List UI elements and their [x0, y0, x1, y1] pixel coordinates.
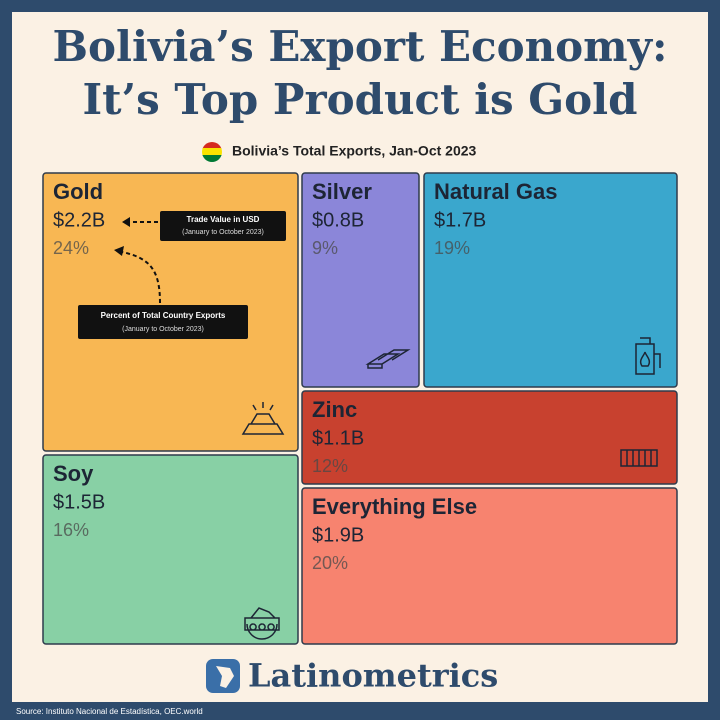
tile-value: $1.9B [312, 524, 364, 546]
tile-name: Silver [312, 179, 372, 204]
source: Source: Instituto Nacional de Estadístic… [16, 707, 203, 716]
tile-name: Soy [53, 461, 94, 486]
brand-logo [206, 659, 240, 693]
tile-value: $2.2B [53, 209, 105, 231]
tile-percent: 19% [434, 238, 470, 258]
subtitle: Bolivia’s Total Exports, Jan-Oct 2023 [232, 143, 477, 159]
tile-percent: 20% [312, 553, 348, 573]
tile-value: $1.7B [434, 209, 486, 231]
annotation-1: Trade Value in USD (January to October 2… [122, 211, 286, 241]
tile-percent: 12% [312, 456, 348, 476]
tile-percent: 9% [312, 238, 338, 258]
tile [423, 172, 678, 388]
tile-percent: 24% [53, 238, 89, 258]
title-line: Bolivia’s Export Economy: [53, 22, 668, 71]
annotation-note: (January to October 2023) [122, 326, 204, 333]
tile-value: $1.1B [312, 427, 364, 449]
annotation-note: (January to October 2023) [182, 229, 264, 236]
tile-value: $0.8B [312, 209, 364, 231]
tile-value: $1.5B [53, 491, 105, 513]
icon [241, 402, 285, 435]
annotation-2: Percent of Total Country Exports (Januar… [78, 246, 248, 339]
tile [301, 390, 678, 485]
tile [301, 172, 420, 388]
flag [202, 142, 222, 162]
icon [244, 607, 280, 640]
tile-name: Gold [53, 179, 103, 204]
tile-name: Zinc [312, 397, 357, 422]
tile-percent: 16% [53, 520, 89, 540]
annotation-title: Trade Value in USD [187, 215, 260, 224]
tile [42, 454, 299, 645]
tile [301, 487, 678, 645]
icon [620, 449, 658, 467]
title-line: It’s Top Product is Gold [82, 75, 637, 124]
tile-name: Everything Else [312, 494, 477, 519]
icon [365, 349, 411, 369]
icon [635, 337, 661, 375]
annotation-title: Percent of Total Country Exports [101, 311, 226, 320]
tile-name: Natural Gas [434, 179, 558, 204]
brand: Latinometrics [248, 657, 498, 695]
